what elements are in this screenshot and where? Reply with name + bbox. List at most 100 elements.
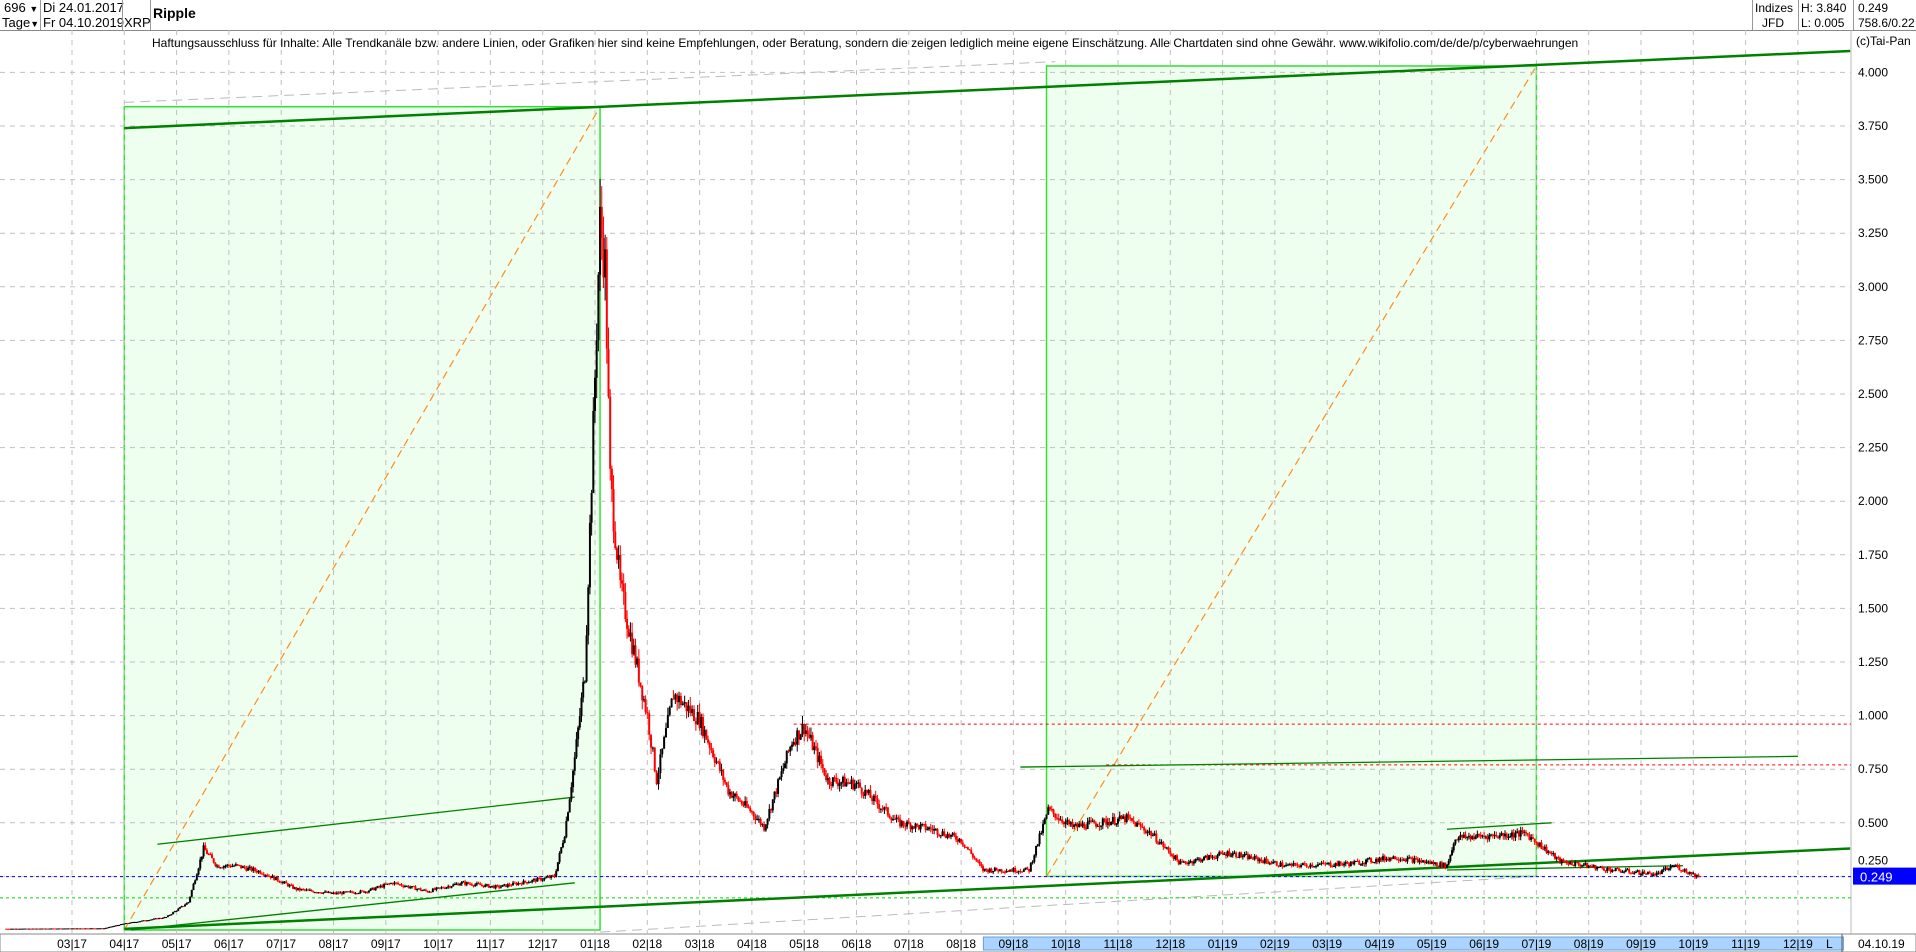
- y-tick-label: 3.750: [1858, 119, 1888, 133]
- period-selector[interactable]: Tage▼: [2, 16, 39, 31]
- candle-body: [185, 903, 188, 905]
- candle-body: [158, 917, 161, 919]
- candle-body: [988, 868, 991, 873]
- candle-body: [1101, 818, 1104, 826]
- count-selector[interactable]: 696 ▼: [4, 1, 38, 16]
- candle-body: [739, 800, 742, 802]
- date-from[interactable]: Di 24.01.2017: [43, 0, 124, 15]
- candle-body: [1621, 871, 1624, 873]
- candle-body: [224, 865, 227, 867]
- candle-body: [789, 746, 792, 752]
- candle-body: [956, 839, 959, 842]
- candle-body: [1464, 834, 1467, 838]
- candle-body: [426, 890, 429, 893]
- candle-body: [556, 862, 559, 872]
- candle-body: [536, 877, 539, 882]
- candle-body: [335, 892, 338, 894]
- candle-body: [833, 777, 836, 779]
- candle-body: [1664, 867, 1667, 869]
- candle-body: [438, 887, 441, 889]
- candle-body: [975, 858, 978, 861]
- candle-body: [1476, 834, 1479, 837]
- candle-body: [106, 927, 109, 929]
- candle-body: [31, 928, 34, 930]
- candle-body: [1033, 855, 1036, 862]
- candle-body: [374, 887, 377, 891]
- candle-body: [1019, 871, 1022, 873]
- candle-body: [836, 782, 839, 786]
- candle-body: [428, 891, 431, 893]
- candle-body: [397, 882, 400, 885]
- candle-body: [1231, 853, 1234, 856]
- candle-body: [1368, 858, 1371, 860]
- candle-body: [305, 889, 308, 891]
- candle-body: [195, 874, 198, 881]
- candle-body: [631, 632, 634, 655]
- candle-body: [815, 746, 818, 748]
- candle-body: [187, 902, 190, 904]
- candle-body: [605, 249, 608, 349]
- candle-body: [1318, 863, 1321, 865]
- candle-body: [1320, 862, 1323, 864]
- candle-body: [926, 829, 929, 831]
- candle-body: [874, 795, 877, 799]
- candle-body: [1162, 842, 1165, 848]
- x-tick-label: 07|18: [894, 937, 924, 951]
- candle-body: [1084, 828, 1087, 830]
- date-to[interactable]: Fr 04.10.2019: [43, 15, 124, 30]
- candle-body: [939, 835, 942, 837]
- candle-body: [1469, 835, 1472, 840]
- candle-body: [1623, 871, 1626, 873]
- candle-body: [1524, 831, 1527, 834]
- candle-body: [1246, 853, 1249, 860]
- candle-body: [1322, 862, 1325, 864]
- candle-body: [1619, 870, 1622, 873]
- candle-body: [663, 737, 666, 749]
- candle-body: [116, 925, 119, 927]
- candle-body: [1579, 864, 1582, 867]
- candle-body: [69, 928, 72, 930]
- candle-body: [1253, 856, 1256, 860]
- candle-body: [1146, 831, 1149, 834]
- candle-body: [872, 795, 875, 802]
- candle-body: [862, 793, 865, 796]
- candle-body: [1356, 860, 1359, 862]
- candle-body: [879, 808, 882, 810]
- symbol-label: XRP: [124, 15, 151, 30]
- candle-body: [1137, 822, 1140, 825]
- candle-body: [57, 928, 60, 930]
- candle-body: [808, 734, 811, 738]
- candle-body: [949, 834, 952, 837]
- candle-body: [400, 884, 403, 886]
- candle-body: [369, 888, 372, 891]
- candle-body: [1153, 833, 1156, 836]
- candle-body: [1411, 857, 1414, 863]
- candle-body: [1078, 823, 1081, 828]
- header-divider: [1853, 0, 1854, 30]
- candle-body: [1122, 816, 1125, 819]
- candle-body: [1150, 831, 1153, 836]
- candle-body: [1197, 858, 1200, 860]
- candle-body: [627, 628, 630, 637]
- candle-body: [1395, 859, 1398, 861]
- candle-body: [1459, 834, 1462, 838]
- trend-line: [1446, 865, 1683, 871]
- candle-body: [44, 928, 47, 930]
- candle-body: [252, 868, 255, 871]
- x-axis-selection[interactable]: [982, 936, 1844, 951]
- candle-body: [1000, 869, 1003, 872]
- candle-body: [1224, 853, 1227, 856]
- candle-body: [1486, 836, 1489, 840]
- candle-body: [1550, 852, 1553, 855]
- candle-body: [15, 928, 18, 930]
- candle-body: [634, 645, 637, 665]
- candle-body: [290, 884, 293, 886]
- candle-body: [37, 928, 40, 930]
- candle-body: [410, 886, 413, 888]
- candle-body: [818, 755, 821, 763]
- candle-body: [1003, 871, 1006, 873]
- candle-body: [904, 825, 907, 827]
- x-tick-label: 11|18: [1104, 937, 1133, 951]
- candle-body: [1445, 864, 1448, 868]
